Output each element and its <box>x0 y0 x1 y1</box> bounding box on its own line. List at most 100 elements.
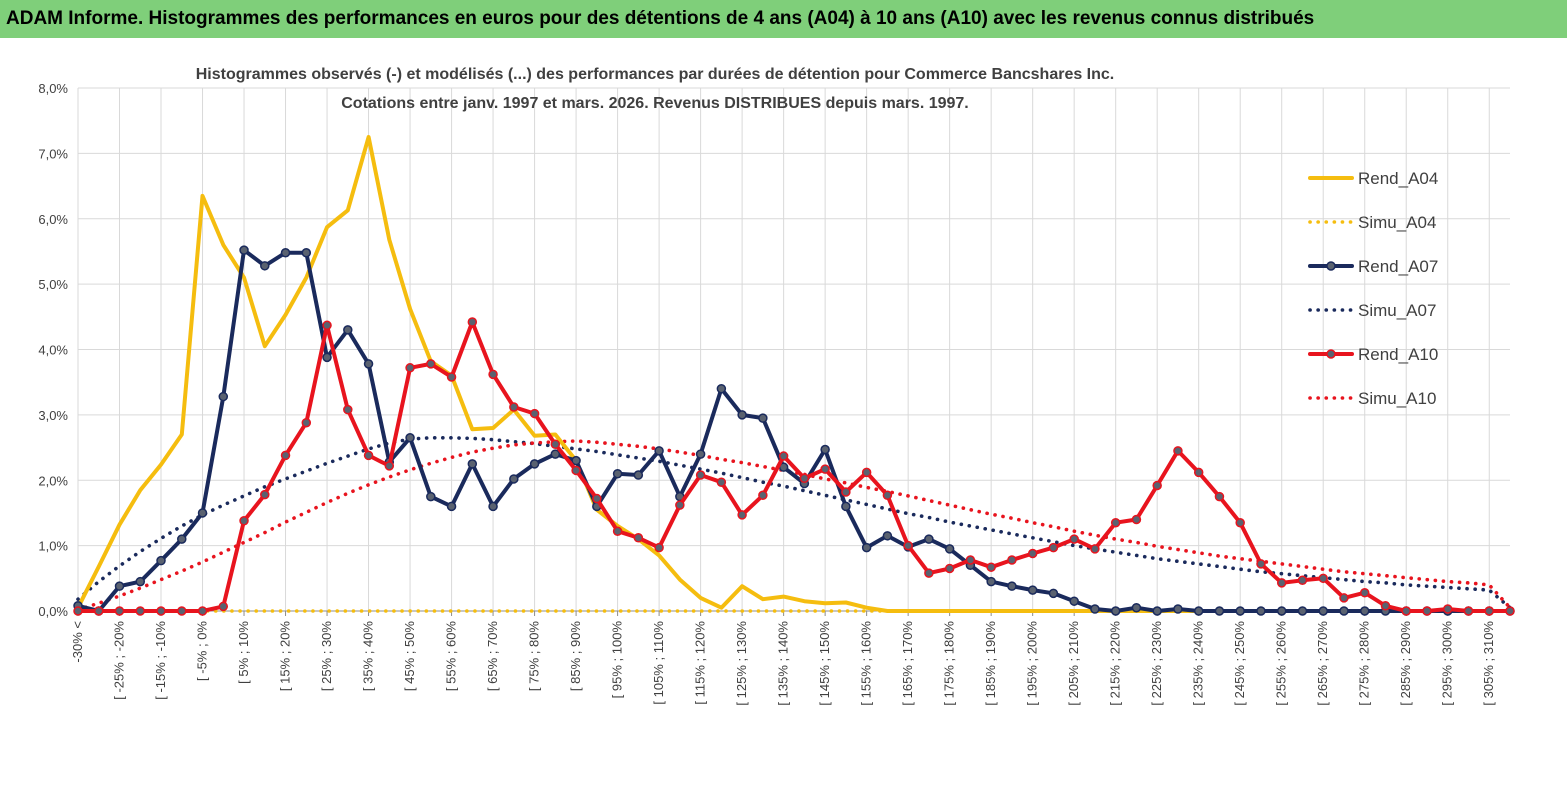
data-point-rend-a10 <box>986 562 996 572</box>
data-point-rend-a10 <box>944 563 955 574</box>
series-lines <box>73 135 1515 616</box>
legend-marker <box>1326 261 1336 271</box>
data-point-rend-a10 <box>322 320 332 331</box>
data-point-rend-a10 <box>592 493 602 504</box>
data-point-rend-a10 <box>343 404 353 415</box>
data-point-rend-a10 <box>1110 517 1121 528</box>
data-point-rend-a10 <box>73 606 83 616</box>
data-point-rend-a10 <box>1276 578 1287 588</box>
data-point-rend-a07 <box>758 413 768 423</box>
x-tick-label: [ -25% ; -20% <box>112 621 127 700</box>
x-tick-label: [ 225% ; 230% <box>1149 621 1164 706</box>
x-tick-label: [ -5% ; 0% <box>195 621 210 681</box>
x-tick-label: [ 65% ; 70% <box>485 621 500 692</box>
data-point-rend-a10 <box>1048 542 1059 553</box>
data-point-rend-a07 <box>882 531 893 541</box>
data-point-rend-a10 <box>1152 480 1162 491</box>
data-point-rend-a07 <box>156 555 166 566</box>
y-tick-label: 0,0% <box>38 604 68 619</box>
data-point-rend-a07 <box>177 534 187 544</box>
data-point-rend-a10 <box>1131 514 1142 525</box>
data-point-rend-a07 <box>924 534 934 544</box>
performance-histogram-chart: 0,0% 1,0% 2,0% 3,0% 4,0% 5,0% 6,0% 7,0% 8,0% -30%… <box>38 66 1515 706</box>
data-point-rend-a10 <box>633 533 644 543</box>
legend-label: Rend_A07 <box>1358 257 1438 276</box>
chart-legend: Rend_A04 Simu_A04 Rend_A07 Simu_A07 Rend_A10… <box>1308 169 1438 408</box>
x-tick-label: [ 255% ; 260% <box>1274 621 1289 706</box>
data-point-rend-a10 <box>882 490 893 501</box>
data-point-rend-a10 <box>571 465 581 476</box>
data-point-rend-a07 <box>467 459 478 469</box>
data-point-rend-a10 <box>405 363 415 373</box>
data-point-rend-a10 <box>114 606 125 616</box>
y-tick-label: 1,0% <box>38 539 68 554</box>
x-tick-label: [ 25% ; 30% <box>319 621 334 692</box>
data-point-rend-a10 <box>1359 587 1370 598</box>
data-point-rend-a07 <box>260 261 270 271</box>
data-point-rend-a07 <box>633 470 644 480</box>
data-point-rend-a10 <box>1484 606 1494 616</box>
data-point-rend-a10 <box>1193 467 1204 478</box>
x-tick-label: [ 165% ; 170% <box>900 621 915 706</box>
data-point-rend-a10 <box>1505 606 1515 616</box>
data-point-rend-a10 <box>363 450 374 461</box>
data-point-rend-a07 <box>737 410 747 420</box>
x-tick-label: [ 205% ; 210% <box>1066 621 1081 706</box>
data-point-rend-a07 <box>197 508 208 518</box>
data-point-rend-a07 <box>1048 588 1059 599</box>
data-point-rend-a10 <box>384 461 395 471</box>
data-point-rend-a10 <box>177 606 187 616</box>
report-banner: ADAM Informe. Histogrammes des performan… <box>0 0 1567 40</box>
data-point-rend-a10 <box>695 470 706 480</box>
y-tick-label: 7,0% <box>38 146 68 161</box>
data-point-rend-a10 <box>509 402 519 412</box>
data-point-rend-a10 <box>1007 555 1017 565</box>
data-point-rend-a07 <box>820 444 830 455</box>
data-point-rend-a10 <box>260 489 270 500</box>
series-line-rend-a10 <box>76 320 1512 613</box>
legend-marker <box>1326 349 1336 359</box>
x-tick-label: [ 195% ; 200% <box>1025 621 1040 706</box>
data-point-rend-a07 <box>1359 606 1370 616</box>
x-tick-label: [ 55% ; 60% <box>444 621 459 692</box>
data-point-rend-a07 <box>114 581 125 591</box>
x-tick-label: [ 5% ; 10% <box>236 621 251 684</box>
x-tick-label: -30% < <box>70 621 85 663</box>
data-point-rend-a07 <box>695 449 706 459</box>
x-tick-label: [ 115% ; 120% <box>693 621 708 705</box>
x-tick-label: [ 305% ; 310% <box>1481 621 1496 706</box>
data-point-rend-a10 <box>1090 544 1100 554</box>
data-point-rend-a10 <box>1339 593 1349 603</box>
data-point-rend-a10 <box>218 601 229 612</box>
x-tick-label: [ 285% ; 290% <box>1398 621 1413 706</box>
x-tick-label: [ 185% ; 190% <box>983 621 998 706</box>
data-point-rend-a10 <box>239 516 249 526</box>
series-line-simu-a10 <box>76 439 1512 612</box>
data-point-rend-a07 <box>612 468 623 479</box>
x-tick-label: [ 175% ; 180% <box>942 621 957 706</box>
x-tick-label: [ 215% ; 220% <box>1108 621 1123 706</box>
data-point-rend-a10 <box>1401 606 1411 616</box>
data-point-rend-a10 <box>301 417 312 428</box>
data-point-rend-a07 <box>654 446 664 456</box>
legend-label: Simu_A07 <box>1358 301 1436 320</box>
series-line-simu-a07 <box>76 435 1512 610</box>
data-point-rend-a07 <box>509 474 519 484</box>
data-point-rend-a07 <box>1069 596 1079 606</box>
x-tick-label: [ 35% ; 40% <box>361 621 376 692</box>
data-point-rend-a10 <box>654 542 664 553</box>
chart-area: 0,0% 1,0% 2,0% 3,0% 4,0% 5,0% 6,0% 7,0% 8,0% -30%… <box>0 38 1567 789</box>
data-point-rend-a07 <box>343 325 353 335</box>
data-point-rend-a10 <box>156 606 166 616</box>
data-point-rend-a07 <box>280 247 291 258</box>
data-point-rend-a10 <box>94 606 104 616</box>
data-point-rend-a10 <box>778 451 789 461</box>
data-point-rend-a07 <box>571 455 581 466</box>
y-tick-label: 2,0% <box>38 473 68 488</box>
data-point-rend-a07 <box>1256 606 1266 616</box>
x-tick-label: [ 275% ; 280% <box>1357 621 1372 706</box>
series-line-rend-a04 <box>76 135 1512 613</box>
data-point-rend-a07 <box>986 576 996 587</box>
data-point-rend-a10 <box>903 540 913 551</box>
x-tick-label: [ 265% ; 270% <box>1315 621 1330 706</box>
